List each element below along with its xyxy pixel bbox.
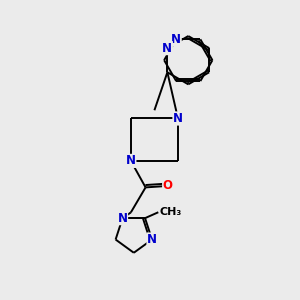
Text: N: N [162,42,172,55]
Text: N: N [173,112,183,125]
Text: CH₃: CH₃ [160,207,182,217]
Text: N: N [171,33,181,46]
Text: N: N [126,154,136,167]
Text: N: N [147,233,157,246]
Text: N: N [118,212,128,225]
Text: O: O [163,179,173,192]
